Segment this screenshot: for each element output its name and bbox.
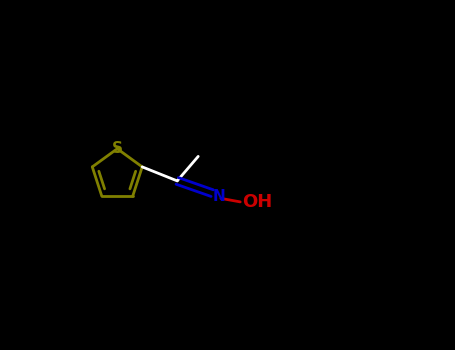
- Text: S: S: [112, 141, 123, 156]
- Text: OH: OH: [242, 193, 272, 211]
- Text: N: N: [212, 189, 225, 204]
